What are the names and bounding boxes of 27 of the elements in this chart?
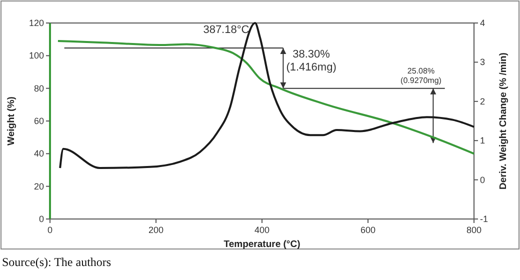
y2-tick-label: 3 [480, 57, 486, 68]
y-tick-label: 120 [28, 18, 44, 28]
y-axis-title: Weight (%) [6, 96, 17, 146]
x-tick-label: 200 [148, 225, 164, 235]
x-axis-title: Temperature (°C) [224, 239, 300, 250]
y2-tick-label: 0 [480, 174, 486, 185]
y-tick-label: 60 [34, 116, 44, 126]
y2-tick-label: 2 [480, 96, 486, 106]
y-tick-label: 100 [28, 50, 44, 61]
annotation: 387.18°C [203, 24, 250, 36]
y2-tick-label: -1 [480, 214, 488, 224]
y-tick-label: 40 [34, 148, 44, 159]
line-series [59, 22, 475, 170]
y2-tick-label: 4 [480, 18, 486, 28]
x-tick-label: 400 [254, 225, 270, 235]
x-tick-label: 0 [47, 225, 53, 235]
y-tick-label: 0 [38, 214, 44, 224]
line-series [56, 40, 475, 155]
y-tick-label: 20 [34, 181, 44, 192]
source-note: Source(s): The authors [2, 255, 112, 269]
x-tick-label: 600 [360, 225, 376, 235]
x-tick-label: 800 [466, 225, 482, 235]
annotation: 25.08% (0.9270mg) [400, 66, 442, 86]
annotation: 38.30% (1.416mg) [286, 48, 336, 74]
y2-tick-label: 1 [480, 136, 486, 146]
y2-axis-title: Deriv. Weight Change (% /min) [498, 52, 509, 190]
y-tick-label: 80 [34, 83, 44, 94]
